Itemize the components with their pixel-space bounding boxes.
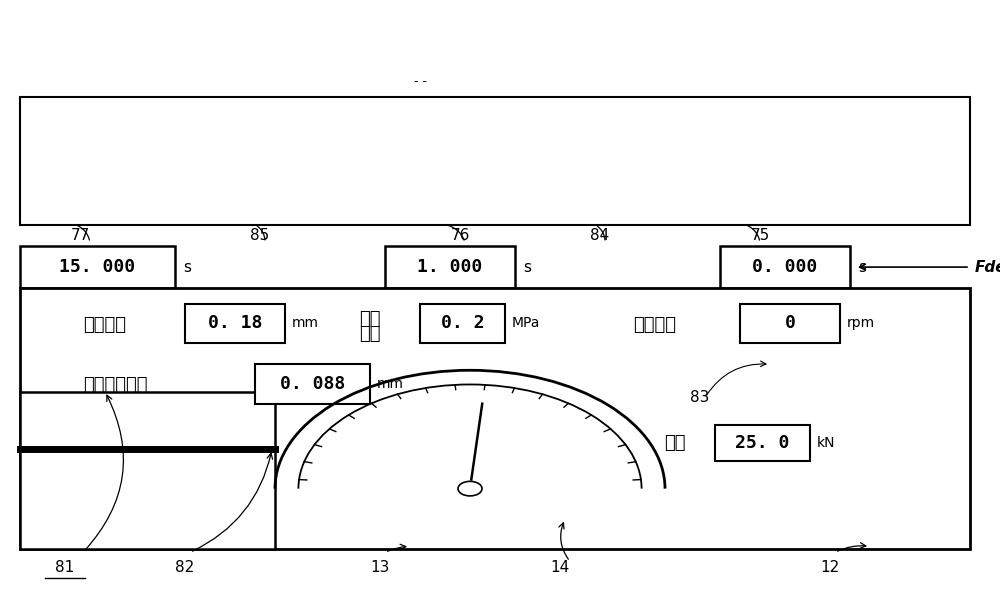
Text: s: s: [858, 260, 866, 274]
Bar: [385, 246, 515, 288]
Circle shape: [458, 481, 482, 496]
Text: 76: 76: [450, 228, 470, 243]
Text: 12: 12: [820, 560, 840, 575]
Text: Fde: Fde: [975, 260, 1000, 274]
Bar: [20, 288, 970, 549]
Text: 旋转速度: 旋转速度: [634, 316, 676, 334]
Text: 树脂: 树脂: [359, 310, 381, 328]
Text: 75: 75: [750, 228, 770, 243]
Text: 83: 83: [690, 390, 710, 405]
Bar: [715, 425, 810, 461]
Text: 高压: 高压: [664, 434, 686, 452]
Text: 77: 77: [70, 228, 90, 243]
Text: 0. 088: 0. 088: [280, 375, 345, 393]
Text: 13: 13: [370, 560, 390, 575]
Text: 15. 000: 15. 000: [59, 258, 136, 276]
Text: 82: 82: [175, 560, 195, 575]
Bar: [420, 304, 505, 343]
Text: mm: mm: [377, 377, 404, 391]
Text: 81: 81: [55, 560, 75, 575]
Text: 84: 84: [590, 228, 610, 243]
Bar: [185, 304, 285, 343]
Text: 0. 2: 0. 2: [441, 314, 484, 332]
Bar: [20, 392, 275, 549]
Bar: [20, 246, 175, 288]
Bar: [255, 364, 370, 404]
Text: rpm: rpm: [847, 316, 875, 330]
Text: 模具移位监视: 模具移位监视: [83, 376, 147, 395]
Text: - -: - -: [414, 75, 426, 89]
Text: 85: 85: [250, 228, 270, 243]
Bar: [20, 97, 970, 225]
Text: mm: mm: [292, 316, 319, 330]
Text: s: s: [523, 260, 531, 274]
Text: s: s: [183, 260, 191, 274]
Text: 25. 0: 25. 0: [735, 434, 790, 452]
Text: 0. 18: 0. 18: [208, 314, 262, 332]
Text: 0: 0: [785, 314, 795, 332]
Bar: [720, 246, 850, 288]
Text: 压力: 压力: [359, 325, 381, 343]
Text: 螺杆位置: 螺杆位置: [84, 316, 126, 334]
Text: 1. 000: 1. 000: [417, 258, 483, 276]
Text: 14: 14: [550, 560, 570, 575]
Text: kN: kN: [817, 436, 836, 450]
Text: MPa: MPa: [512, 316, 540, 330]
Text: 0. 000: 0. 000: [752, 258, 818, 276]
Bar: [740, 304, 840, 343]
